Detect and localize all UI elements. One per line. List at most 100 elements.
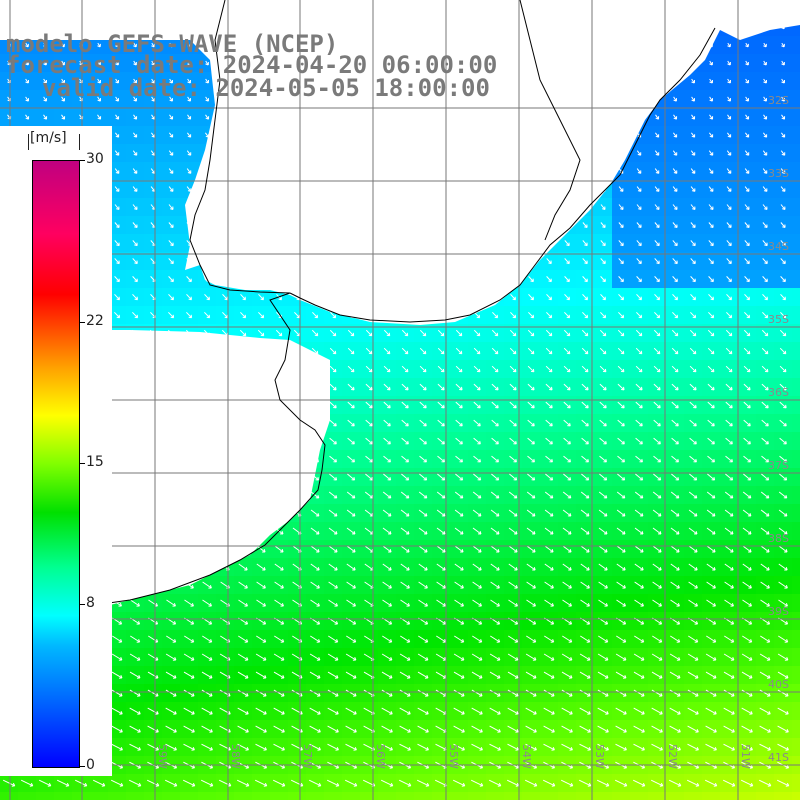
wind-speed-cell xyxy=(288,792,306,800)
wind-arrow xyxy=(168,311,175,319)
wind-arrow xyxy=(725,383,733,391)
wind-arrow xyxy=(545,347,553,355)
valid-date: valid date: 2024-05-05 18:00:00 xyxy=(42,74,490,102)
wind-arrow xyxy=(672,276,678,283)
wind-arrow xyxy=(636,150,642,156)
wind-arrow xyxy=(114,168,120,174)
wind-arrow xyxy=(690,240,696,247)
wind-speed-cell xyxy=(612,792,630,800)
wind-arrow xyxy=(455,365,463,373)
wind-arrow xyxy=(545,365,553,373)
wind-speed-cell xyxy=(666,792,684,800)
wind-arrow xyxy=(581,365,589,373)
wind-speed-cell xyxy=(18,792,36,800)
wind-arrow xyxy=(600,276,606,283)
longitude-label: 55W xyxy=(447,744,460,769)
wind-arrow xyxy=(654,293,660,301)
wind-arrow xyxy=(762,222,768,228)
wind-arrow xyxy=(599,383,607,391)
wind-arrow xyxy=(672,150,678,156)
wind-arrow xyxy=(709,78,713,84)
wind-arrow xyxy=(258,293,264,301)
wind-arrow xyxy=(546,293,552,301)
wind-arrow xyxy=(781,42,785,48)
wind-arrow xyxy=(709,114,714,120)
wind-arrow xyxy=(761,365,769,373)
wind-arrow xyxy=(510,293,516,301)
colorbar-tick xyxy=(79,160,85,161)
wind-arrow xyxy=(455,401,463,409)
wind-arrow xyxy=(186,132,192,138)
wind-speed-cell xyxy=(792,468,800,486)
wind-arrow xyxy=(383,365,391,373)
wind-arrow xyxy=(617,329,625,337)
wind-arrow xyxy=(708,293,714,301)
wind-arrow xyxy=(115,60,119,66)
wind-speed-cell xyxy=(792,774,800,792)
wind-arrow xyxy=(132,276,138,283)
wind-speed-cell xyxy=(792,738,800,756)
wind-arrow xyxy=(743,347,751,355)
wind-arrow xyxy=(437,347,445,355)
wind-speed-cell xyxy=(414,792,432,800)
wind-arrow xyxy=(690,293,696,301)
wind-speed-cell xyxy=(792,558,800,576)
wind-speed-cell xyxy=(234,792,252,800)
wind-speed-cell xyxy=(792,144,800,162)
wind-speed-cell xyxy=(792,648,800,666)
wind-arrow xyxy=(329,347,337,355)
wind-arrow xyxy=(401,347,409,355)
wind-arrow xyxy=(187,78,191,84)
wind-arrow xyxy=(132,168,138,174)
wind-arrow xyxy=(151,96,155,102)
wind-arrow xyxy=(25,78,29,84)
wind-speed-cell xyxy=(738,792,756,800)
wind-arrow xyxy=(762,276,768,283)
wind-arrow xyxy=(330,311,337,319)
wind-speed-cell xyxy=(36,792,54,800)
wind-arrow xyxy=(763,96,767,102)
wind-arrow xyxy=(763,114,768,120)
wind-speed-cell xyxy=(630,792,648,800)
wind-arrow xyxy=(708,276,714,283)
wind-arrow xyxy=(115,96,119,102)
wind-arrow xyxy=(654,204,660,210)
wind-arrow xyxy=(708,204,714,210)
wind-arrow xyxy=(97,42,101,48)
wind-arrow xyxy=(168,204,174,210)
wind-arrow xyxy=(563,329,571,337)
wind-arrow xyxy=(763,60,767,66)
wind-arrow xyxy=(168,168,174,174)
wind-arrow xyxy=(780,168,786,174)
wind-arrow xyxy=(726,311,733,319)
wind-arrow xyxy=(708,150,714,156)
wind-speed-cell xyxy=(54,792,72,800)
wind-speed-cell xyxy=(792,90,800,108)
wind-speed-cell xyxy=(306,792,324,800)
wind-arrow xyxy=(727,96,731,102)
wind-arrow xyxy=(779,383,787,391)
wind-arrow xyxy=(401,365,409,373)
wind-arrow xyxy=(672,311,679,319)
wind-speed-cell xyxy=(342,792,360,800)
wind-arrow xyxy=(690,186,696,192)
wind-arrow xyxy=(635,383,643,391)
wind-arrow xyxy=(528,311,535,319)
wind-arrow xyxy=(654,258,660,265)
wind-arrow xyxy=(671,383,679,391)
wind-arrow xyxy=(671,329,679,337)
wind-arrow xyxy=(707,383,715,391)
wind-arrow xyxy=(473,329,481,337)
wind-arrow xyxy=(672,293,678,301)
wind-speed-cell xyxy=(792,432,800,450)
latitude-label: 34S xyxy=(768,240,789,253)
wind-arrow xyxy=(762,311,769,319)
wind-speed-cell xyxy=(792,594,800,612)
wind-arrow xyxy=(563,401,571,409)
wind-arrow xyxy=(61,60,65,66)
wind-arrow xyxy=(329,365,337,373)
wind-arrow xyxy=(115,42,119,48)
wind-arrow xyxy=(780,293,786,301)
wind-arrow xyxy=(151,78,155,84)
wind-speed-cell xyxy=(558,792,576,800)
